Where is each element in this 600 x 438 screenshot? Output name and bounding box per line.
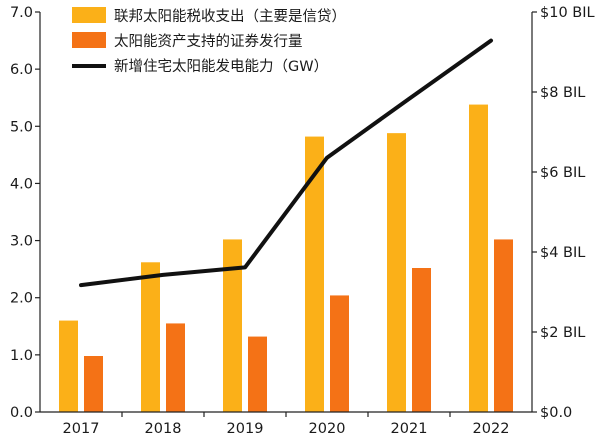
legend-label-tax-credits: 联邦太阳能税收支出（主要是信贷） <box>114 8 346 25</box>
line-series-residential-capacity <box>79 38 493 288</box>
y-left-tick-label: 7.0 <box>10 5 33 21</box>
bar-s1-2021 <box>412 268 431 412</box>
legend-swatch-tax-credits <box>72 7 106 23</box>
y-right-tick-label: $0.0 <box>540 405 572 421</box>
y-left-tick-label: 5.0 <box>10 119 33 135</box>
bar-s1-2022 <box>494 239 513 412</box>
bar-s0-2017 <box>59 320 78 412</box>
bar-s1-2017 <box>84 356 103 412</box>
legend-label-residential-capacity: 新增住宅太阳能发电能力（GW） <box>114 58 328 75</box>
y-right-tick-label: $10 BIL <box>540 5 595 21</box>
axes-layer: 0.0 1.0 2.0 3.0 4.0 5.0 6.0 7.0 $0.0 $2 BIL $4 BIL… <box>10 5 595 437</box>
x-tick-label-2017: 2017 <box>63 421 100 437</box>
bar-s0-2022 <box>469 104 488 413</box>
bar-s1-2020 <box>330 295 349 412</box>
bar-s0-2020 <box>305 136 324 413</box>
bar-s0-2019 <box>223 239 242 412</box>
y-left-tick-label: 4.0 <box>10 176 33 192</box>
y-left-tick-label: 6.0 <box>10 62 33 78</box>
x-tick-label-2022: 2022 <box>473 421 510 437</box>
line-layer <box>79 38 493 288</box>
bars-layer <box>59 104 513 413</box>
bar-s0-2018 <box>141 262 160 412</box>
y-right-tick-label: $4 BIL <box>540 245 585 261</box>
x-tick-label-2018: 2018 <box>145 421 182 437</box>
legend-swatch-abs-issuance <box>72 32 106 48</box>
y-right-tick-label: $6 BIL <box>540 165 585 181</box>
x-tick-label-2020: 2020 <box>309 421 346 437</box>
y-left-tick-label: 0.0 <box>10 405 33 421</box>
y-right-tick-label: $2 BIL <box>540 325 585 341</box>
bar-s1-2018 <box>166 323 185 412</box>
y-left-tick-label: 2.0 <box>10 291 33 307</box>
x-tick-label-2021: 2021 <box>391 421 428 437</box>
bar-s1-2019 <box>248 336 267 412</box>
y-left-tick-label: 1.0 <box>10 348 33 364</box>
legend: 联邦太阳能税收支出（主要是信贷） 太阳能资产支持的证券发行量 新增住宅太阳能发电… <box>72 7 346 75</box>
bar-s0-2021 <box>387 133 406 412</box>
y-right-tick-label: $8 BIL <box>540 85 585 101</box>
legend-label-abs-issuance: 太阳能资产支持的证券发行量 <box>114 33 303 50</box>
y-left-tick-label: 3.0 <box>10 234 33 250</box>
x-tick-label-2019: 2019 <box>227 421 264 437</box>
